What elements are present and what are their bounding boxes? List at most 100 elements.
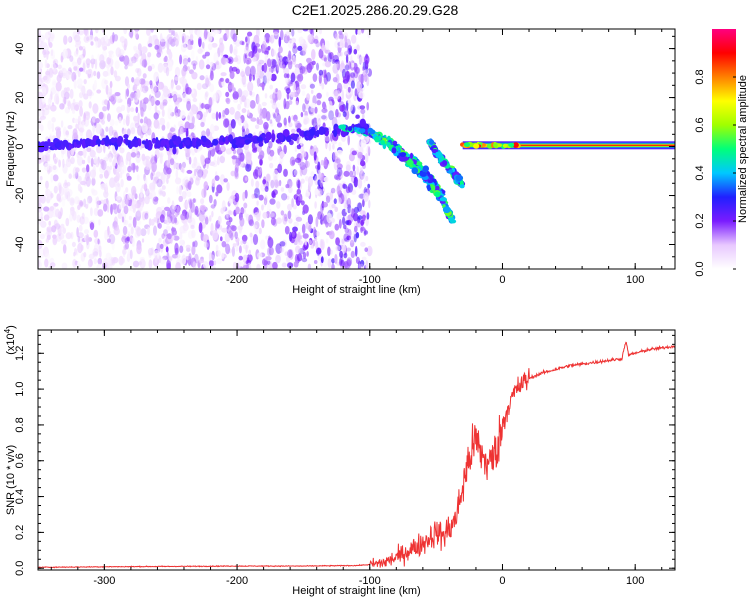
heat-cell <box>132 208 136 214</box>
heat-cell <box>243 120 248 130</box>
colorbar-tick-label: 0.2 <box>694 213 706 228</box>
heat-cell <box>46 227 50 236</box>
heat-cell <box>255 93 260 105</box>
heat-cell <box>297 231 301 243</box>
heat-cell <box>171 200 175 210</box>
heat-cell <box>118 159 125 168</box>
heat-cell <box>52 174 59 182</box>
heat-cell <box>126 175 132 181</box>
heat-cell <box>43 246 49 258</box>
heat-cell <box>306 93 311 101</box>
heat-cell <box>89 90 92 99</box>
heat-cell <box>215 244 219 252</box>
heat-cell <box>159 214 165 223</box>
heat-cell <box>443 206 451 214</box>
heat-cell <box>175 112 179 118</box>
heat-cell <box>124 64 128 70</box>
heat-cell <box>87 259 93 268</box>
heat-cell <box>118 116 122 124</box>
heat-cell <box>266 78 270 84</box>
heat-cell <box>283 168 288 177</box>
heat-cell <box>70 157 75 165</box>
heat-cell <box>279 151 285 158</box>
heat-cell <box>91 61 94 69</box>
heat-cell <box>203 242 209 248</box>
heat-cell <box>249 100 256 109</box>
heat-cell <box>208 260 215 267</box>
heat-cell <box>91 54 94 63</box>
heat-cell <box>285 100 290 110</box>
heat-cell <box>296 74 302 80</box>
y-tick-label: 1.0 <box>14 381 26 396</box>
heat-cell <box>211 29 216 37</box>
heat-cell <box>214 175 220 182</box>
heat-cell <box>235 68 240 75</box>
heat-cell <box>307 214 313 225</box>
heat-cell <box>357 215 363 221</box>
heat-cell <box>184 121 191 130</box>
heat-cell <box>245 36 248 43</box>
heat-cell <box>76 78 83 87</box>
heat-cell <box>61 139 69 147</box>
heat-cell <box>350 80 355 89</box>
heat-cell <box>329 191 334 200</box>
heat-cell <box>269 58 276 69</box>
heat-cell <box>103 170 109 179</box>
heat-cell <box>252 45 258 54</box>
heat-cell <box>191 245 196 256</box>
heat-cell <box>284 251 289 256</box>
heat-cell <box>100 140 105 146</box>
heat-cell <box>211 210 214 218</box>
heat-cell <box>152 196 159 205</box>
heat-cell <box>101 119 105 125</box>
heat-cell <box>327 246 331 257</box>
heat-cell <box>175 94 182 103</box>
heat-cell <box>448 217 455 222</box>
heat-cell <box>349 239 355 248</box>
heat-cell <box>175 169 179 179</box>
heat-cell <box>196 82 202 91</box>
heat-cell <box>197 29 203 39</box>
heat-cell <box>101 159 107 171</box>
heat-cell <box>265 131 272 141</box>
heat-cell <box>135 33 139 40</box>
heat-cell <box>235 241 239 252</box>
heat-cell <box>269 198 276 205</box>
heat-cell <box>268 141 273 149</box>
heat-cell <box>350 208 356 218</box>
heat-cell <box>44 104 50 110</box>
heat-cell <box>247 31 253 37</box>
heat-cell <box>185 139 191 146</box>
heat-cell <box>353 206 359 214</box>
heat-cell <box>230 170 236 177</box>
heat-cell <box>318 126 325 135</box>
heat-cell <box>136 244 142 255</box>
heat-cell <box>126 103 131 114</box>
heat-cell <box>120 178 124 188</box>
heat-cell <box>108 230 112 238</box>
heat-cell <box>343 203 348 209</box>
heat-cell <box>42 154 48 164</box>
heat-cell <box>292 226 298 232</box>
heat-cell <box>320 256 324 264</box>
colorbar-tick-label: 0.4 <box>694 165 706 180</box>
heat-cell <box>139 78 146 85</box>
heat-cell <box>179 245 184 253</box>
heat-cell <box>319 29 322 35</box>
heat-cell <box>113 203 119 215</box>
heat-cell <box>186 66 190 71</box>
heat-cell <box>66 87 70 92</box>
heat-cell <box>294 145 298 152</box>
heat-cell <box>236 147 244 156</box>
heat-cell <box>166 159 171 169</box>
heat-cell <box>256 136 263 142</box>
heat-cell <box>85 29 90 37</box>
heat-cell <box>77 242 83 254</box>
heat-cell <box>149 182 156 190</box>
heat-cell <box>200 154 205 163</box>
heat-cell <box>173 235 180 241</box>
heat-cell <box>283 73 288 79</box>
heat-cell <box>135 76 141 85</box>
heat-cell <box>236 55 242 65</box>
heat-cell <box>301 68 308 75</box>
